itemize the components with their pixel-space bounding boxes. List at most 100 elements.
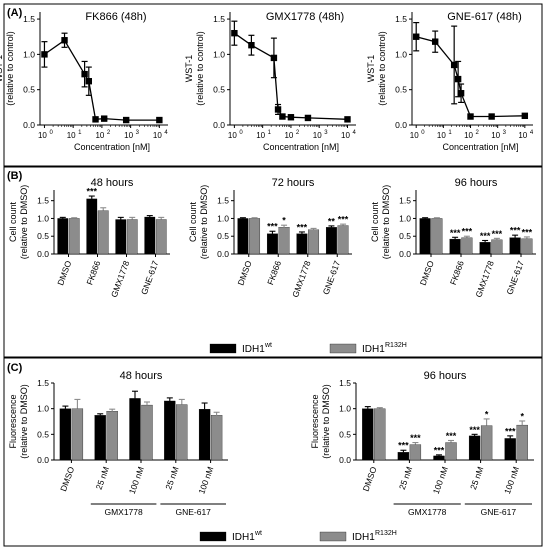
chart-b1-bar	[144, 216, 156, 255]
chart-c2-significance: ***	[410, 433, 421, 443]
chart-b2-y-tick-label: 0.5	[217, 231, 229, 241]
chart-a3-x-tick-label: 10	[410, 131, 419, 140]
chart-a3-y-tick-label: 1.0	[395, 49, 407, 59]
chart-a1-data-point	[156, 116, 163, 124]
chart-c2-y-label: Fluorescence	[310, 394, 320, 448]
chart-c2-significance: ***	[469, 425, 480, 435]
chart-c2-significance: ***	[446, 431, 457, 441]
chart-b3-bar	[461, 237, 473, 255]
chart-c1-bar	[129, 398, 141, 461]
chart-b3-bar	[419, 218, 431, 255]
chart-b1-bar	[68, 218, 80, 255]
chart-a2-x-tick-label: 10	[228, 131, 237, 140]
chart-a2-x-tick-exp: 2	[296, 130, 300, 136]
chart-a3-data-point	[450, 61, 458, 69]
chart-a3-data-point	[488, 113, 495, 120]
chart-b3-bar	[479, 242, 491, 255]
chart-a2-x-tick-exp: 0	[239, 130, 243, 136]
chart-a2-data-point	[344, 116, 351, 123]
chart-a1-series-line	[44, 39, 160, 121]
chart-a2-y-tick-label: 1.0	[213, 49, 225, 59]
chart-a1-x-tick-exp: 0	[49, 130, 53, 136]
chart-b3-bar	[431, 218, 443, 255]
chart-b2-bar	[237, 218, 249, 255]
chart-c2-title: 96 hours	[424, 370, 467, 382]
chart-c2-bar	[504, 438, 516, 461]
chart-b1-bar	[115, 219, 127, 255]
chart-b1-y-tick-label: 0.5	[37, 231, 49, 241]
chart-c1-y-tick-label: 1.0	[37, 404, 49, 414]
chart-c1-y-tick-label: 1.5	[37, 378, 49, 388]
chart-a3-x-tick-label: 10	[491, 131, 500, 140]
chart-a2-data-point	[279, 113, 286, 120]
chart-c2-bar	[362, 408, 374, 461]
chart-a2-y-tick-label: 0.5	[213, 85, 225, 95]
chart-a2-y-label-sub: (relative to control)	[195, 31, 205, 106]
chart-b3-significance: ***	[462, 227, 473, 237]
chart-a1-data-point	[81, 70, 88, 78]
chart-c2-significance: ***	[505, 426, 516, 436]
chart-a2-x-tick-label: 10	[256, 131, 265, 140]
chart-a1-x-tick-exp: 3	[136, 130, 140, 136]
chart-c2-bar	[397, 452, 410, 461]
chart-c1-group-label: GNE-617	[175, 507, 211, 517]
chart-a3-data-point	[454, 75, 462, 83]
chart-a3-x-tick-exp: 2	[476, 130, 480, 136]
chart-b2-y-label-sub: (relative to DMSO)	[199, 185, 209, 260]
chart-b2-bar	[308, 229, 320, 255]
chart-c1-bar	[210, 415, 223, 461]
chart-a1-y-tick-label: 1.0	[23, 49, 35, 59]
chart-a2-data-point	[248, 41, 255, 49]
chart-c2-y-label-sub: (relative to DMSO)	[321, 384, 331, 459]
chart-a2-title: GMX1778 (48h)	[266, 11, 344, 23]
chart-a3-y-label-sub: (relative to control)	[377, 31, 387, 106]
chart-b1-y-tick-label: 1.5	[37, 196, 49, 206]
chart-c2-bar	[480, 425, 493, 461]
chart-b1-bar	[86, 198, 98, 255]
chart-c2-bar	[516, 424, 528, 461]
legend-2-label: IDH1	[232, 532, 255, 543]
chart-a3-data-point	[457, 90, 465, 97]
panel-label-b: (B)	[7, 170, 23, 182]
chart-b3-y-tick-label: 1.5	[399, 196, 411, 206]
chart-b3-bar	[449, 238, 461, 255]
chart-c1-title: 48 hours	[120, 370, 163, 382]
chart-a3-y-tick-label: 1.5	[395, 14, 407, 24]
chart-b2-significance: ***	[297, 222, 308, 232]
chart-a1-x-label: Concentration [nM]	[74, 142, 150, 152]
chart-a2-data-point	[270, 54, 278, 62]
chart-a2-y-tick-label: 1.5	[213, 14, 225, 24]
chart-b3-significance: ***	[492, 229, 503, 239]
chart-b3-title: 96 hours	[455, 177, 498, 189]
chart-b2-bar	[325, 227, 337, 255]
chart-a2-data-point	[231, 29, 238, 37]
chart-a3-data-point	[431, 38, 439, 45]
chart-b2-bar	[266, 233, 278, 255]
chart-c1-group-label: GMX1778	[104, 507, 143, 517]
chart-c2-bar	[433, 455, 445, 461]
chart-a3-x-label: Concentration [nM]	[442, 142, 518, 152]
chart-c2-bar	[445, 442, 457, 461]
chart-b2-bar	[249, 218, 261, 255]
chart-a2-x-tick-exp: 1	[268, 130, 272, 136]
chart-a3-x-tick-label: 10	[518, 131, 527, 140]
chart-a2-data-point	[274, 106, 282, 113]
chart-b1-y-tick-label: 0.0	[37, 249, 49, 259]
panel-label-c: (C)	[7, 362, 23, 374]
chart-c2-group-label: GNE-617	[481, 507, 517, 517]
chart-a3-title: GNE-617 (48h)	[447, 11, 522, 23]
chart-b3-significance: ***	[522, 227, 533, 237]
chart-b3-y-tick-label: 0.0	[399, 249, 411, 259]
chart-b3-bar	[491, 239, 503, 255]
chart-b2-significance: ***	[338, 215, 349, 225]
chart-a3-data-point	[413, 33, 420, 40]
chart-c1-bar	[94, 415, 106, 461]
chart-b2-significance: ***	[267, 222, 278, 232]
chart-c2-y-tick-label: 0.0	[339, 455, 351, 465]
chart-b2-bar	[278, 227, 290, 255]
chart-a1-x-tick-label: 10	[153, 131, 162, 140]
chart-b1-bar	[97, 210, 109, 255]
chart-cellcount-72h: 0.0 0.5 1.0 1.5 Cell count (relative to DMSO)…	[188, 177, 352, 299]
